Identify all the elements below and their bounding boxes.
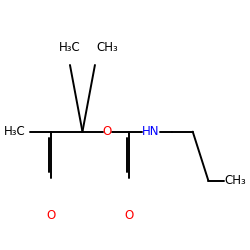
Text: H₃C: H₃C <box>4 125 25 138</box>
Text: CH₃: CH₃ <box>224 174 246 187</box>
Text: O: O <box>103 125 112 138</box>
Text: CH₃: CH₃ <box>96 41 118 54</box>
Text: HN: HN <box>142 125 160 138</box>
Text: O: O <box>46 210 56 222</box>
Text: H₃C: H₃C <box>59 41 81 54</box>
Text: O: O <box>125 210 134 222</box>
